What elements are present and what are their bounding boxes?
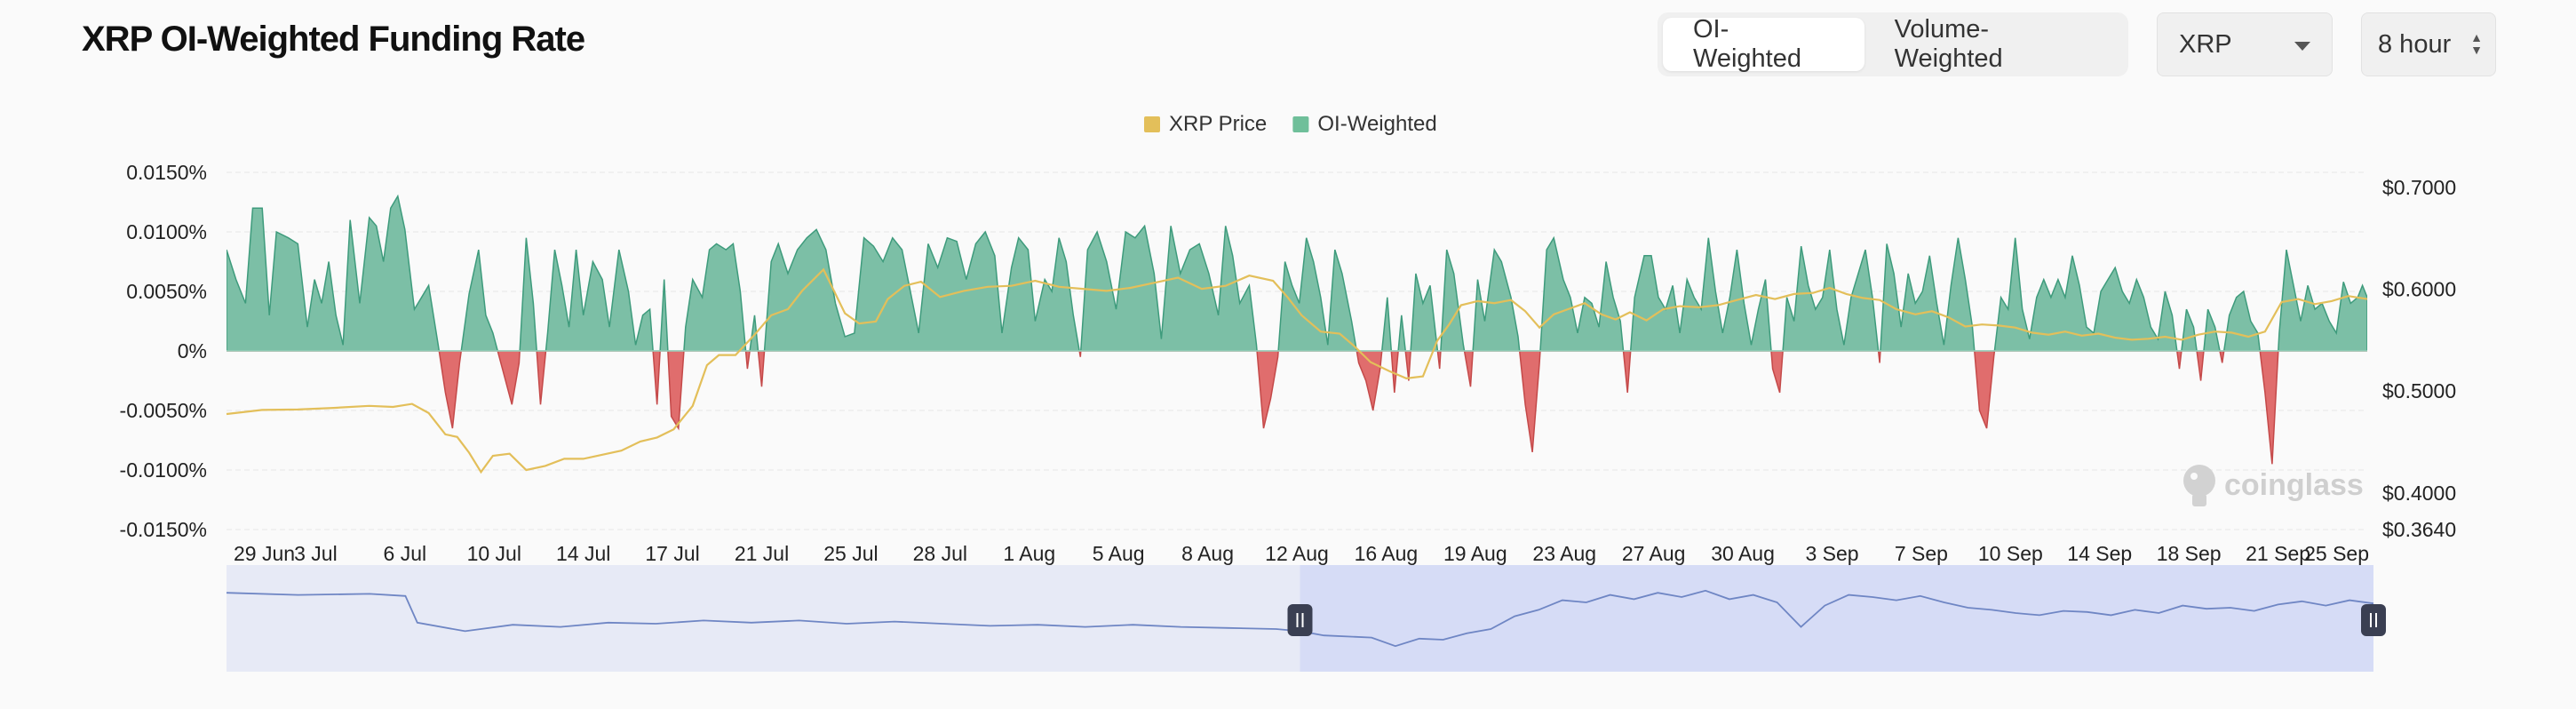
range-navigator[interactable] [226,565,2386,672]
x-tick-label: 21 Sep [2246,542,2310,565]
right-tick-label: $0.5000 [2382,379,2456,402]
x-tick-label: 16 Aug [1355,542,1419,565]
x-tick-label: 21 Jul [735,542,789,565]
logo-body [2192,494,2206,506]
x-tick-label: 12 Aug [1265,542,1329,565]
x-tick-label: 25 Jul [823,542,878,565]
right-tick-label: $0.7000 [2382,176,2456,199]
navigator-line [226,589,2374,648]
right-tick-label: $0.3640 [2382,518,2456,541]
legend-swatch [1292,116,1309,132]
x-tick-label: 14 Sep [2067,542,2132,565]
left-tick-label: -0.0100% [120,458,207,482]
page-title: XRP OI-Weighted Funding Rate [82,20,585,59]
left-tick-label: 0.0100% [126,220,207,243]
interval-select-value: 8 hour [2378,29,2452,59]
x-tick-label: 17 Jul [645,542,699,565]
plot-area [226,194,2368,474]
interval-select[interactable]: 8 hour ▲ ▼ [2361,12,2496,76]
left-tick-label: -0.0050% [120,399,207,422]
legend-swatch [1144,116,1160,132]
left-tick-label: 0.0050% [126,280,207,303]
x-tick-label: 7 Sep [1895,542,1948,565]
price-line [226,267,2368,474]
navigator-handle-right[interactable] [2361,604,2386,636]
x-tick-label: 5 Aug [1093,542,1145,565]
tab-oi-weighted[interactable]: OI-Weighted [1663,15,1864,73]
symbol-select[interactable]: XRP [2157,12,2333,76]
x-tick-label: 10 Sep [1978,542,2043,565]
x-tick-label: 28 Jul [913,542,967,565]
x-tick-label: 3 Jul [294,542,338,565]
tab-volume-weighted[interactable]: Volume-Weighted [1894,15,2003,73]
x-tick-label: 14 Jul [556,542,610,565]
x-tick-label: 19 Aug [1443,542,1507,565]
funding-area-positive [227,194,2367,351]
handle-grip[interactable] [2361,604,2386,636]
right-tick-label: $0.6000 [2382,278,2456,301]
right-tick-label: $0.4000 [2382,482,2456,505]
right-axis: $0.7000 $0.6000 $0.5000 $0.4000 $0.3640 [2382,176,2456,541]
x-tick-label: 6 Jul [384,542,427,565]
chart-legend[interactable]: XRP Price OI-Weighted [1144,112,1437,136]
x-tick-label: 10 Jul [467,542,521,565]
left-tick-label: 0.0150% [126,161,207,184]
x-tick-label: 25 Sep [2304,542,2369,565]
x-tick-label: 18 Sep [2157,542,2222,565]
left-tick-label: 0% [178,339,207,362]
navigator-handle-left[interactable] [1287,604,1313,636]
legend-label[interactable]: XRP Price [1169,112,1267,136]
x-axis: 29 Jun 3 Jul 6 Jul 10 Jul 14 Jul 17 Jul 21 Jul… [234,542,2369,565]
left-tick-label: -0.0150% [120,518,207,541]
navigator-selected-range[interactable] [1300,565,2374,672]
x-tick-label: 29 Jun [234,542,295,565]
x-tick-label: 30 Aug [1711,542,1775,565]
x-tick-label: 3 Sep [1805,542,1858,565]
funding-area-negative [227,351,2367,465]
coinglass-logo-icon [2183,465,2215,497]
left-axis: 0.0150% 0.0100% 0.0050% 0% -0.0050% -0.0100% -… [120,161,207,541]
x-tick-label: 1 Aug [1003,542,1055,565]
legend-label[interactable]: OI-Weighted [1317,112,1436,136]
sort-arrows-icon: ▲ ▼ [2470,30,2483,57]
caret-down-icon [2294,42,2310,51]
symbol-select-value: XRP [2179,29,2232,59]
handle-grip[interactable] [1287,604,1313,636]
coinglass-watermark: coinglass [2183,465,2364,506]
watermark-text: coinglass [2224,468,2364,502]
x-tick-label: 8 Aug [1181,542,1234,565]
x-tick-label: 27 Aug [1622,542,1686,565]
weighting-toggle: OI-Weighted Volume-Weighted [1658,12,2128,76]
chart-gridlines [227,171,2367,530]
logo-eye [2190,473,2198,480]
x-tick-label: 23 Aug [1532,542,1596,565]
